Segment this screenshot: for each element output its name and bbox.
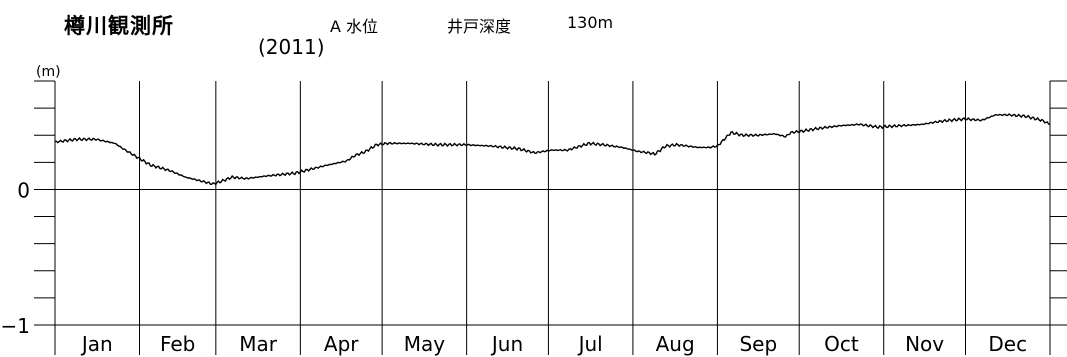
y-tick-label: 0	[17, 178, 30, 202]
series-label: A 水位	[330, 17, 379, 36]
y-axis-unit: (m)	[36, 64, 61, 80]
x-tick-label: Jun	[490, 332, 523, 356]
x-tick-label: Mar	[239, 332, 278, 356]
water-level-line	[54, 113, 1051, 186]
x-tick-label: Jul	[577, 332, 603, 356]
x-tick-label: Feb	[160, 332, 195, 356]
well-depth-label: 井戸深度	[447, 17, 512, 36]
x-tick-label: Sep	[739, 332, 777, 356]
x-tick-label: Jan	[80, 332, 113, 356]
well-depth-value: 130m	[567, 13, 614, 32]
chart-title: 樽川観測所	[64, 14, 174, 38]
x-tick-label: Nov	[905, 332, 944, 356]
x-tick-label: Dec	[988, 332, 1027, 356]
x-tick-label: Apr	[324, 332, 359, 356]
x-tick-label: May	[404, 332, 446, 356]
x-tick-label: Oct	[824, 332, 859, 356]
x-tick-label: Aug	[656, 332, 695, 356]
y-tick-label: −1	[1, 314, 30, 338]
year-label: (2011)	[258, 35, 325, 59]
